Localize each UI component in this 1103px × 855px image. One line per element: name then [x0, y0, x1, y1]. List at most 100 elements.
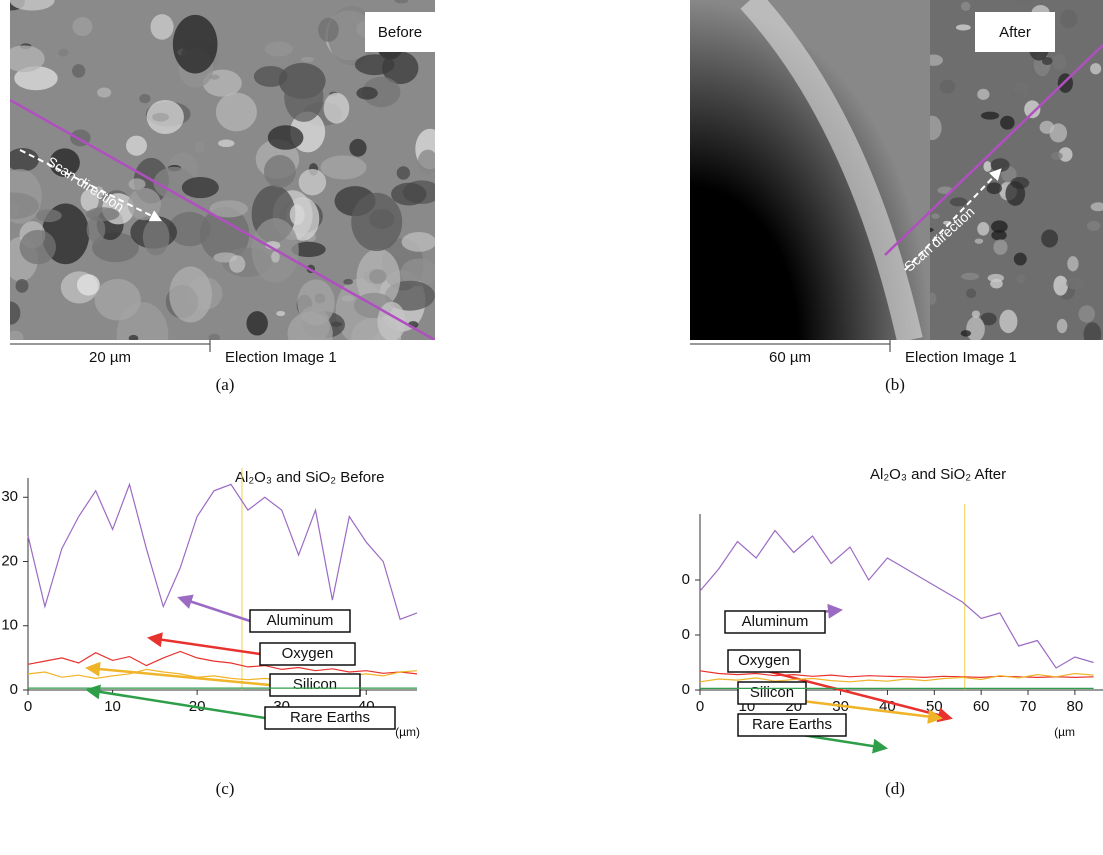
- grain: [1049, 123, 1068, 143]
- grain: [264, 41, 293, 57]
- grain: [276, 310, 286, 317]
- grain: [298, 168, 327, 196]
- grain: [10, 330, 24, 340]
- grain: [10, 147, 39, 172]
- grain: [966, 316, 985, 340]
- grain: [356, 86, 378, 100]
- grain: [401, 232, 435, 252]
- grain: [1067, 256, 1079, 272]
- grain: [960, 330, 972, 337]
- panel-tag: (c): [216, 779, 235, 798]
- grain: [152, 112, 169, 122]
- grain: [1000, 115, 1015, 130]
- grain: [1013, 252, 1027, 266]
- x-tick-label: 60: [973, 698, 990, 715]
- grain: [320, 155, 367, 180]
- grain: [999, 309, 1018, 334]
- y-tick-label: 20: [1, 552, 18, 569]
- grain: [987, 273, 1005, 283]
- grain: [246, 311, 268, 336]
- grain: [229, 255, 246, 273]
- series-line: [27, 482, 418, 621]
- grain: [1056, 318, 1068, 334]
- grain: [931, 213, 940, 219]
- grain: [369, 269, 387, 284]
- grain: [76, 274, 100, 296]
- grain: [955, 24, 971, 31]
- grain: [172, 14, 218, 74]
- panel-tag: (d): [885, 779, 905, 798]
- annotation-label: Aluminum: [267, 612, 334, 629]
- grain: [396, 166, 411, 180]
- grain: [289, 204, 305, 226]
- grain: [86, 216, 106, 243]
- grain: [1090, 63, 1102, 75]
- grain: [127, 187, 162, 221]
- grain: [966, 288, 977, 299]
- y-tick-label: 0: [682, 681, 690, 698]
- grain: [990, 158, 1010, 172]
- annotation-box: [269, 673, 361, 697]
- grain: [1090, 202, 1103, 212]
- annotation-label: Silicon: [293, 676, 337, 693]
- grain: [960, 1, 971, 12]
- grain: [351, 192, 403, 252]
- grain: [1060, 9, 1078, 29]
- annotation-box: [264, 706, 396, 730]
- scale-label: 60 µm: [769, 349, 811, 366]
- scale-label: 20 µm: [89, 349, 131, 366]
- annotation-box: [727, 649, 801, 673]
- grain: [330, 321, 343, 327]
- annotation-arrow: [85, 661, 271, 687]
- grain: [14, 66, 58, 91]
- grain: [267, 125, 304, 150]
- panel-tag: (a): [216, 375, 235, 394]
- series-line: [699, 670, 1094, 679]
- y-tick-label: 30: [1, 488, 18, 505]
- grain: [35, 209, 62, 223]
- grain: [1066, 277, 1085, 290]
- grain: [72, 64, 86, 78]
- grain: [194, 141, 205, 153]
- grain: [128, 334, 139, 340]
- y-tick-label: 0: [682, 571, 690, 588]
- x-tick-label: 0: [696, 698, 704, 715]
- grain: [417, 149, 435, 175]
- grain: [263, 155, 296, 188]
- annotation-label: Rare Earths: [290, 709, 370, 726]
- grain: [980, 312, 997, 326]
- annotation-arrow: [177, 594, 251, 623]
- sem-image: [10, 0, 435, 340]
- grain: [983, 161, 992, 172]
- grain: [1012, 90, 1025, 98]
- grain: [1041, 57, 1053, 66]
- grain: [947, 43, 957, 49]
- image-label: After: [999, 24, 1031, 41]
- grain: [1005, 181, 1026, 206]
- grain: [10, 168, 42, 224]
- series-line: [699, 529, 1094, 669]
- grain: [1015, 0, 1033, 5]
- grain: [391, 182, 427, 206]
- grain: [300, 56, 315, 63]
- grain: [10, 45, 45, 73]
- grain: [977, 221, 990, 236]
- grain: [323, 92, 350, 124]
- grain: [208, 333, 220, 340]
- grain: [142, 218, 170, 256]
- grain: [128, 178, 146, 191]
- image-caption: Election Image 1: [905, 349, 1017, 366]
- grain: [1016, 274, 1026, 284]
- grain: [939, 79, 956, 94]
- sem-image: [690, 0, 1103, 340]
- grain: [297, 279, 335, 326]
- annotation-box: [724, 610, 826, 634]
- scan-line: [10, 98, 435, 340]
- grain: [181, 176, 219, 199]
- y-tick-label: 0: [682, 626, 690, 643]
- grain: [126, 135, 147, 156]
- grain: [215, 92, 257, 132]
- grain: [10, 0, 55, 11]
